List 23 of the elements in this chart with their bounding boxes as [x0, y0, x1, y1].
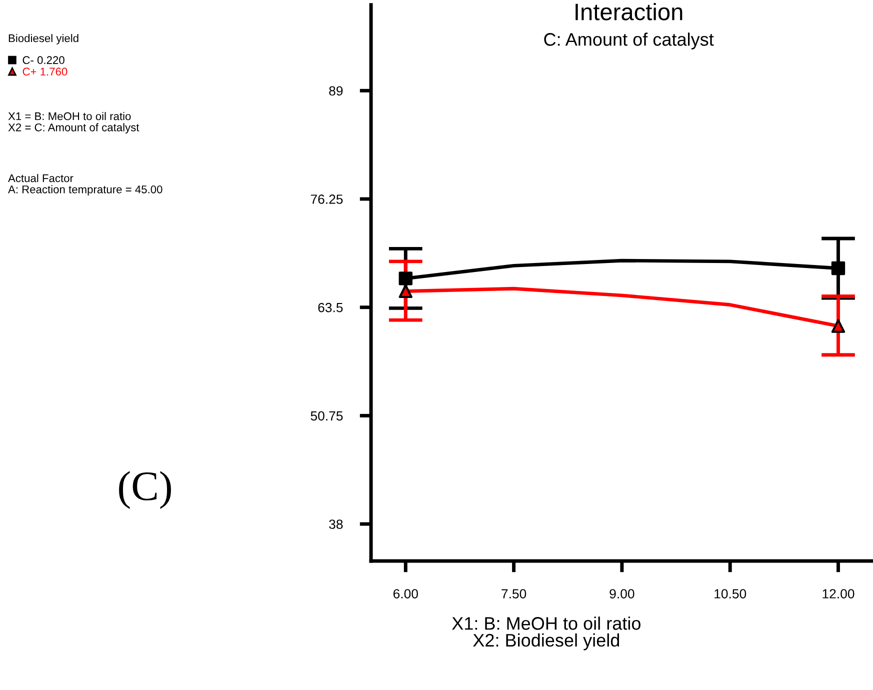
y-tick-label: 38 — [329, 520, 343, 529]
text: X1 = B: MeOH to oil ratio X2 = C: Amount of catalyst — [8, 112, 140, 134]
y-tick-label: 50.75 — [310, 411, 343, 421]
text: C: Amount of catalyst — [544, 32, 714, 50]
chart-title: Interaction — [576, 2, 682, 20]
point — [398, 272, 412, 286]
point — [831, 319, 846, 333]
x-tick-label: 12.00 — [822, 589, 854, 598]
point — [398, 284, 412, 298]
x-tick-label: 10.50 — [714, 589, 746, 598]
y-tick-label: 89 — [329, 86, 343, 96]
x-tick-label: 9.00 — [610, 589, 634, 598]
x-axis-title: X1: B: MeOH to oil ratio X2: Biodiesel yield — [452, 616, 640, 650]
legend-label: C+ 1.760 — [22, 68, 68, 76]
x-tick-label: 6.00 — [393, 589, 418, 598]
x-tick-label: 7.50 — [502, 589, 526, 598]
text: Biodiesel yield — [8, 34, 78, 44]
y-tick-label: 63.5 — [318, 302, 343, 312]
text: (C) — [119, 471, 171, 509]
legend-label: C- 0.220 — [22, 56, 64, 64]
text: Actual Factor A: Reaction temprature = 45.00 — [8, 174, 162, 196]
point — [831, 261, 846, 276]
y-tick-label: 76.25 — [310, 194, 343, 204]
